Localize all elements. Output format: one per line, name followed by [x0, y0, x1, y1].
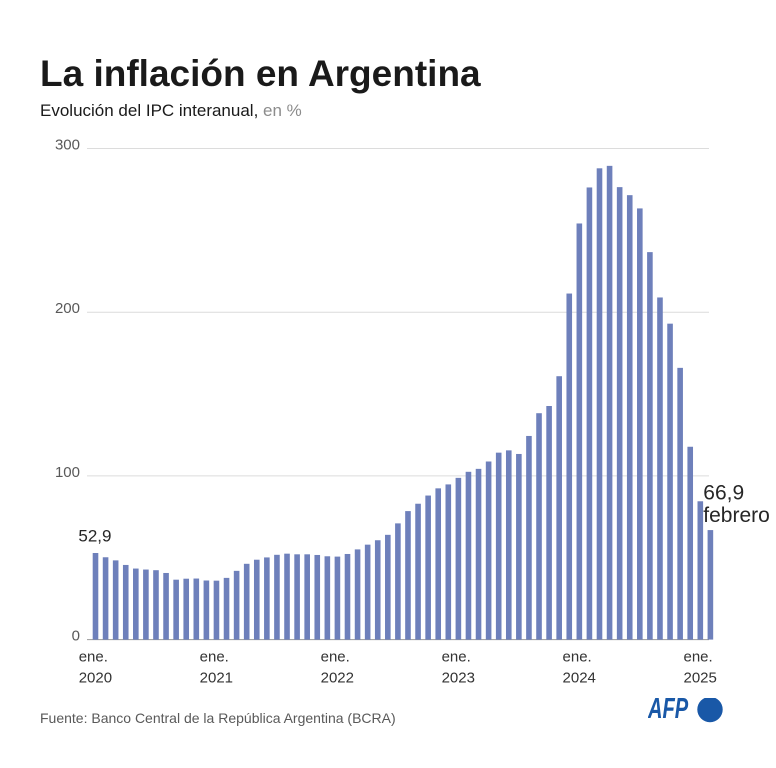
svg-text:ene.: ene. [321, 649, 350, 666]
svg-text:2022: 2022 [321, 670, 354, 687]
svg-text:ene.: ene. [684, 649, 713, 666]
svg-text:2024: 2024 [563, 670, 596, 687]
svg-text:ene.: ene. [442, 649, 471, 666]
svg-text:300: 300 [55, 137, 80, 154]
svg-text:52,9: 52,9 [78, 527, 111, 546]
svg-text:2021: 2021 [200, 670, 233, 687]
svg-text:ene.: ene. [200, 649, 229, 666]
svg-text:66,9: 66,9 [703, 482, 744, 505]
svg-text:0: 0 [72, 628, 80, 645]
svg-text:AFP: AFP [648, 698, 689, 725]
svg-text:2020: 2020 [79, 670, 112, 687]
svg-text:200: 200 [55, 300, 80, 317]
svg-text:2025: 2025 [684, 670, 717, 687]
svg-text:ene.: ene. [563, 649, 592, 666]
svg-text:febrero: febrero [703, 504, 770, 527]
svg-text:2023: 2023 [442, 670, 475, 687]
svg-text:100: 100 [55, 464, 80, 481]
svg-text:ene.: ene. [79, 649, 108, 666]
